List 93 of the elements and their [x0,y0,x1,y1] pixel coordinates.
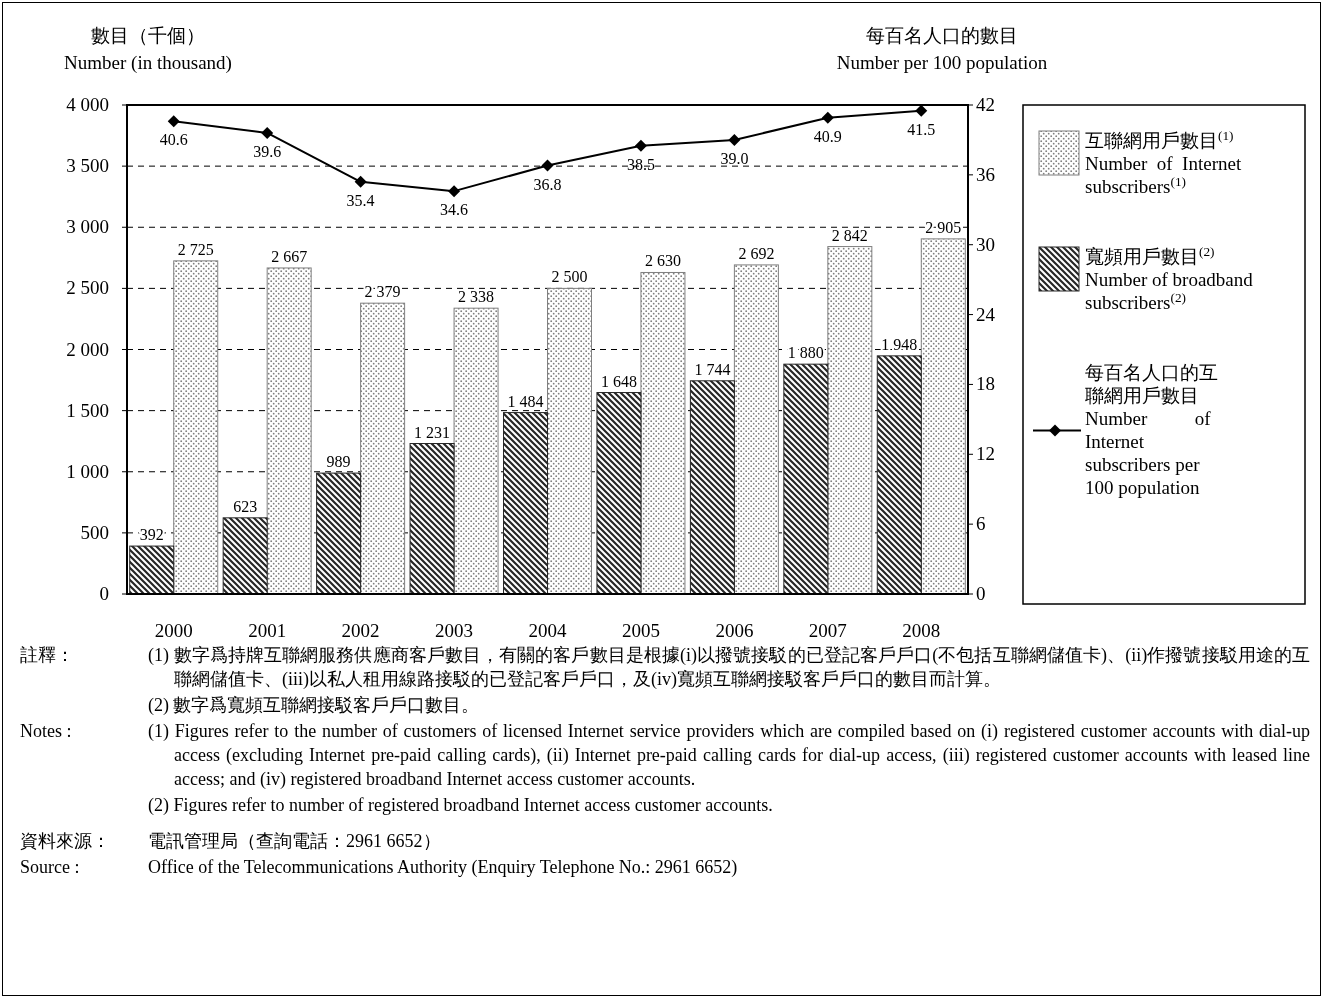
data-label: 1 484 [507,392,544,410]
data-label: 39.6 [253,142,282,160]
bar [266,267,312,595]
y-tick-label: 3 500 [66,155,109,177]
text: 註釋： [20,644,75,667]
bar [453,307,499,595]
data-label: 623 [233,497,258,515]
bar [640,271,686,595]
legend-label: 互聯網用戶數目$^{(1)}$ Number of Internet subscribers$^{(1)}$ [1085,127,1242,197]
bar [689,380,735,595]
y-tick-label: 0 [99,583,109,604]
y2-tick-label: 6 [976,513,986,535]
y2-tick-label: 0 [976,583,986,604]
y-tick-label: 500 [80,521,109,543]
y2-tick-label: 12 [976,443,995,465]
bar [409,443,455,595]
x-tick-label: 2001 [248,620,287,641]
data-label: 41.5 [907,120,936,138]
legend-label: 寬頻用戶數目$^{(2)}$ Number of broadband subscribers$^{(2)}$ [1085,243,1254,313]
y-axis-title: 數目（千個） Number (in thousand) [64,25,232,74]
data-label: 1 648 [600,372,637,390]
y-tick-label: 1 000 [66,460,109,482]
x-tick-label: 2002 [341,620,380,641]
data-label: 1 744 [694,360,731,378]
bar [547,287,592,595]
point [448,185,461,198]
data-label: 2 725 [177,240,214,258]
bar [733,264,779,595]
x-tick-label: 2000 [154,620,193,641]
bar [222,517,268,595]
y-tick-label: 4 000 [66,94,109,115]
text: Notes : [20,720,73,743]
x-tick-label: 2003 [435,620,474,641]
bar [360,302,406,595]
data-label: 2 667 [271,247,308,265]
data-label: 38.5 [626,155,655,173]
data-label: 2 905 [925,218,962,236]
data-label: 989 [326,453,351,471]
y-tick-label: 1 500 [66,399,109,421]
legend-label: 每百名人口的互聯網用戶數目 Number of Internet subscribers per 100 population [1085,362,1218,498]
y2-axis-title: 每百名人口的數目 Number per 100 population [836,25,1048,73]
x-tick-label: 2004 [528,620,567,641]
source-note: Source : [20,856,81,879]
data-label: 1 948 [881,335,918,353]
data-label: 40.6 [159,131,188,149]
bar [783,363,829,595]
data-label: 2 338 [458,288,495,306]
y2-tick-label: 24 [976,303,996,325]
data-label: 2 500 [551,268,588,286]
data-label: 2 379 [364,283,401,301]
y2-tick-label: 30 [976,233,995,255]
y-tick-label: 2 500 [66,277,109,299]
point [261,126,274,139]
y-tick-label: 3 000 [66,216,109,238]
data-label: 2 630 [644,252,681,270]
text: Office of the Telecommunications Authority (Enquiry Telephone No.: 2961 6652) [148,856,739,879]
data-label: 392 [139,526,164,544]
data-label: 1 231 [414,423,451,441]
data-label: 39.0 [720,149,749,167]
bar [503,412,548,595]
data-label: 40.9 [813,127,842,145]
bar [173,260,219,595]
y2-tick-label: 18 [976,373,995,395]
bar [129,545,175,595]
data-label: 34.6 [440,201,469,219]
point [821,111,834,124]
text: 電訊管理局（查詢電話：2961 6652） [148,830,442,853]
bar [920,238,966,595]
y2-tick-label: 36 [976,163,995,185]
x-tick-label: 2007 [808,620,847,641]
y2-tick-label: 42 [976,94,995,115]
text: (2) 數字爲寬頻互聯網接駁客戶戶口數目。 [148,694,481,717]
point [354,175,367,188]
bar [876,355,922,595]
bar [596,392,642,595]
x-tick-label: 2006 [715,620,754,641]
data-label: 35.4 [346,191,375,209]
text: (1) 數字爲持牌互聯網服務供應商客戶數目，有關的客戶數目是根據(i)以撥號接駁的已登記客戶戶口(不包括互聯網儲值卡)、(ii)作撥號接駁用途的互聯網儲值卡、(iii)以私人租用線路接駁的已登記客戶戶口，及(iv)寬頻互聯網接駁客戶戶口的數目而計算。 [148,644,1310,691]
y-tick-label: 2 000 [66,338,109,360]
text: (1) Figures refer to the number of customers of licensed Internet service providers which are compiled based on (i) registered customer accounts with dial-up access (excluding Internet pre-paid calling cards), (ii) Internet pre-paid calling cards for dial-up access, (iii) registered customer accounts with leased line access; and (iv) registered broadband Internet access customer accounts. [148,720,1310,791]
data-label: 36.8 [533,175,562,193]
point [167,115,180,128]
point [634,139,647,152]
data-label: 2 692 [738,244,775,262]
source-note: 資料來源： [20,830,111,853]
bar [827,246,873,595]
point [541,159,554,172]
point [728,133,741,146]
x-tick-label: 2008 [902,620,941,641]
x-tick-label: 2005 [621,620,660,641]
data-label: 2 842 [831,226,868,244]
bar [316,472,362,595]
text: (2) Figures refer to number of registered broadband Internet access customer accounts. [148,794,774,817]
